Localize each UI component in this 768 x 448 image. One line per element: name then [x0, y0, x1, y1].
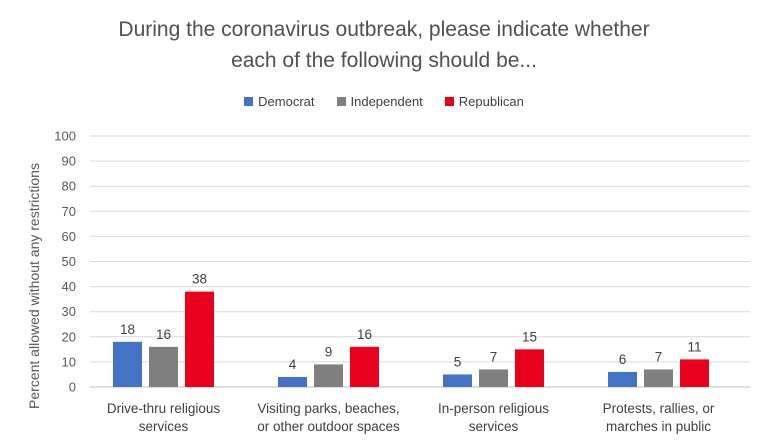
legend-item-democrat: Democrat [244, 94, 315, 109]
data-label-independent-0: 16 [156, 327, 171, 342]
category-labels: Drive-thru religious services Visiting par… [107, 401, 715, 434]
data-label-democrat-2: 5 [454, 354, 462, 369]
bar-democrat-2 [443, 374, 472, 387]
data-label-republican-0: 38 [192, 272, 207, 287]
data-label-democrat-1: 4 [289, 357, 297, 372]
category-label-0-line-1: services [139, 419, 189, 434]
y-tick-label-90: 90 [62, 154, 76, 169]
category-label-1-line-1: or other outdoor spaces [257, 419, 400, 434]
data-label-independent-1: 9 [325, 344, 333, 359]
data-labels: 18 16 38 4 9 16 5 7 15 6 7 11 [120, 272, 702, 372]
y-tick-label-20: 20 [62, 329, 76, 344]
bar-independent-3 [644, 369, 673, 387]
legend: Democrat Independent Republican [0, 94, 768, 109]
category-label-3-line-1: marches in public [606, 419, 711, 434]
chart-title-line-2: each of the following should be... [231, 49, 537, 72]
chart-title: During the coronavirus outbreak, please … [0, 14, 768, 76]
bars [113, 291, 709, 387]
bar-democrat-3 [608, 371, 637, 387]
y-axis-label: Percent allowed without any restrictions [26, 163, 42, 409]
category-label-3-line-0: Protests, rallies, or [603, 401, 715, 416]
y-tick-label-100: 100 [54, 129, 76, 144]
legend-label-independent: Independent [350, 94, 423, 109]
y-tick-label-60: 60 [62, 229, 76, 244]
y-tick-label-0: 0 [69, 380, 76, 395]
data-label-independent-3: 7 [655, 349, 663, 364]
category-label-2-line-0: In-person religious [438, 401, 549, 416]
legend-swatch-republican [444, 97, 454, 106]
y-tick-label-80: 80 [62, 179, 76, 194]
legend-swatch-democrat [244, 97, 254, 106]
y-tick-label-50: 50 [62, 254, 76, 269]
legend-item-republican: Republican [444, 94, 524, 109]
y-tick-label-30: 30 [62, 304, 76, 319]
legend-label-republican: Republican [458, 94, 524, 109]
bar-republican-3 [680, 359, 709, 387]
data-label-republican-2: 15 [522, 329, 537, 344]
bar-independent-0 [149, 346, 178, 387]
data-label-independent-2: 7 [490, 349, 498, 364]
bar-republican-0 [185, 291, 214, 387]
legend-label-democrat: Democrat [258, 94, 315, 109]
bar-republican-2 [515, 349, 544, 387]
bar-independent-2 [479, 369, 508, 387]
chart-title-line-1: During the coronavirus outbreak, please … [118, 18, 650, 41]
category-label-0-line-0: Drive-thru religious [107, 401, 221, 416]
data-label-republican-1: 16 [357, 327, 372, 342]
category-label-2-line-1: services [469, 419, 519, 434]
y-tick-label-40: 40 [62, 279, 76, 294]
y-tick-labels: 0 10 20 30 40 50 60 70 80 90 100 [54, 129, 76, 395]
bar-independent-1 [314, 364, 343, 387]
y-tick-label-10: 10 [62, 354, 76, 369]
bar-democrat-0 [113, 341, 142, 387]
bar-democrat-1 [278, 376, 307, 387]
data-label-democrat-0: 18 [120, 322, 135, 337]
legend-swatch-independent [336, 97, 346, 106]
y-tick-label-70: 70 [62, 204, 76, 219]
category-label-1-line-0: Visiting parks, beaches, [257, 401, 399, 416]
legend-item-independent: Independent [336, 94, 423, 109]
bar-republican-1 [350, 346, 379, 387]
data-label-republican-3: 11 [687, 339, 701, 354]
data-label-democrat-3: 6 [619, 352, 627, 367]
